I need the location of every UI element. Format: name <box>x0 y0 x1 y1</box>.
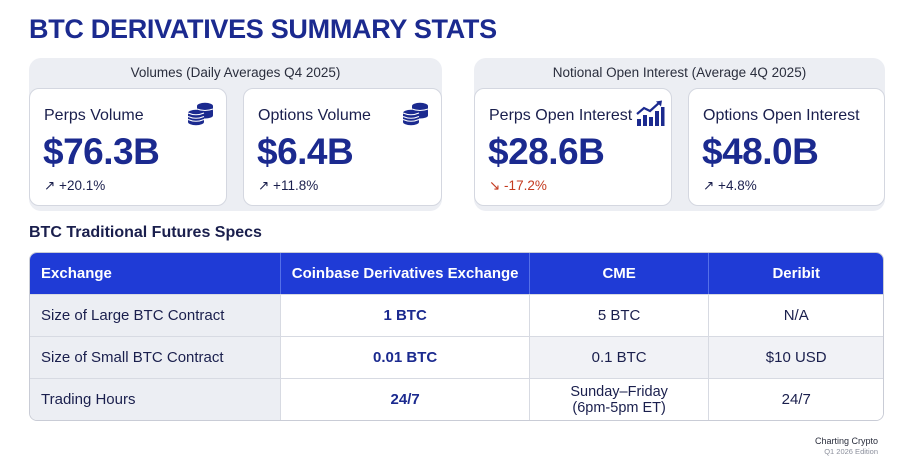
footer-brand: Charting Crypto <box>814 436 878 446</box>
options-volume-card: Options Volume $6.4B ↗ +11.8% <box>243 88 442 206</box>
table-row: Size of Small BTC Contract 0.01 BTC 0.1 … <box>30 336 883 378</box>
cme-hours-times: (6pm-5pm ET) <box>572 399 666 416</box>
options-open-interest-value: $48.0B <box>702 131 819 172</box>
volumes-group-label: Volumes (Daily Averages Q4 2025) <box>130 65 341 80</box>
table-row: Size of Large BTC Contract 1 BTC 5 BTC N… <box>30 294 883 336</box>
bar-chart-trend-icon <box>636 100 665 126</box>
perps-open-interest-card: Perps Open Interest $28.6B ↘ -17.2% <box>474 88 672 206</box>
options-open-interest-change: ↗ +4.8% <box>703 178 757 193</box>
cme-trading-hours: Sunday–Friday (6pm-5pm ET) <box>529 378 710 420</box>
coinbase-trading-hours: 24/7 <box>281 378 530 420</box>
options-open-interest-label: Options Open Interest <box>703 107 860 124</box>
column-header-exchange: Exchange <box>30 253 282 294</box>
perps-volume-label: Perps Volume <box>44 107 144 124</box>
coinbase-small-contract: 0.01 BTC <box>281 336 530 378</box>
coinbase-large-contract: 1 BTC <box>281 294 530 336</box>
options-open-interest-card: Options Open Interest $48.0B ↗ +4.8% <box>688 88 885 206</box>
open-interest-group-label: Notional Open Interest (Average 4Q 2025) <box>552 65 807 80</box>
deribit-trading-hours: 24/7 <box>709 378 883 420</box>
column-header-deribit: Deribit <box>709 253 883 294</box>
page-title: BTC DERIVATIVES SUMMARY STATS <box>29 14 497 44</box>
cme-small-contract: 0.1 BTC <box>529 336 710 378</box>
deribit-small-contract: $10 USD <box>709 336 883 378</box>
perps-volume-card: Perps Volume $76.3B ↗ +20.1% <box>29 88 227 206</box>
table-header-row: Exchange Coinbase Derivatives Exchange C… <box>30 253 883 294</box>
perps-open-interest-value: $28.6B <box>488 131 605 172</box>
specs-section-title: BTC Traditional Futures Specs <box>29 224 262 241</box>
deribit-large-contract: N/A <box>709 294 883 336</box>
footer-credit: Charting Crypto Q1 2026 Edition <box>815 436 878 456</box>
row-label-trading-hours: Trading Hours <box>30 378 282 420</box>
futures-specs-table: Exchange Coinbase Derivatives Exchange C… <box>29 252 884 421</box>
coins-stack-icon <box>402 102 429 126</box>
options-volume-label: Options Volume <box>258 107 371 124</box>
column-header-coinbase: Coinbase Derivatives Exchange <box>281 253 530 294</box>
cme-large-contract: 5 BTC <box>529 294 710 336</box>
options-volume-change: ↗ +11.8% <box>258 178 319 193</box>
perps-volume-change: ↗ +20.1% <box>44 178 106 193</box>
row-label-small-contract: Size of Small BTC Contract <box>30 336 282 378</box>
perps-open-interest-label: Perps Open Interest <box>489 107 633 124</box>
coins-stack-icon <box>187 102 214 126</box>
table-row: Trading Hours 24/7 Sunday–Friday (6pm-5p… <box>30 378 883 420</box>
cme-hours-days: Sunday–Friday <box>570 383 668 400</box>
options-volume-value: $6.4B <box>257 131 354 172</box>
column-header-cme: CME <box>529 253 710 294</box>
footer-edition: Q1 2026 Edition <box>824 447 878 456</box>
perps-open-interest-change: ↘ -17.2% <box>489 178 547 193</box>
row-label-large-contract: Size of Large BTC Contract <box>30 294 282 336</box>
perps-volume-value: $76.3B <box>43 131 160 172</box>
